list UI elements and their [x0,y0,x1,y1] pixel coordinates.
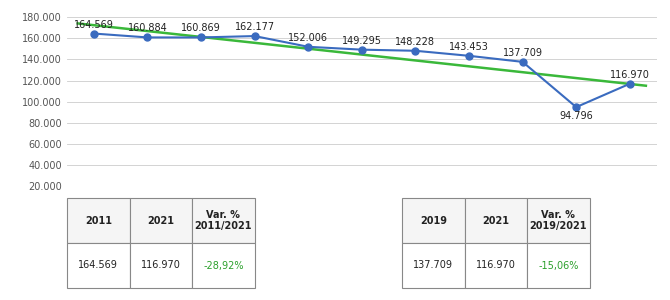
Text: 152.006: 152.006 [288,33,328,43]
Text: 94.796: 94.796 [559,111,593,121]
Text: 160.884: 160.884 [127,23,168,34]
Text: 164.569: 164.569 [74,20,114,30]
Text: 160.869: 160.869 [181,23,221,34]
Text: 137.709: 137.709 [502,48,543,58]
Text: 143.453: 143.453 [449,42,489,52]
Text: 116.970: 116.970 [610,70,650,80]
Text: 162.177: 162.177 [234,22,275,32]
Text: 148.228: 148.228 [395,37,436,47]
Text: 149.295: 149.295 [342,36,382,46]
